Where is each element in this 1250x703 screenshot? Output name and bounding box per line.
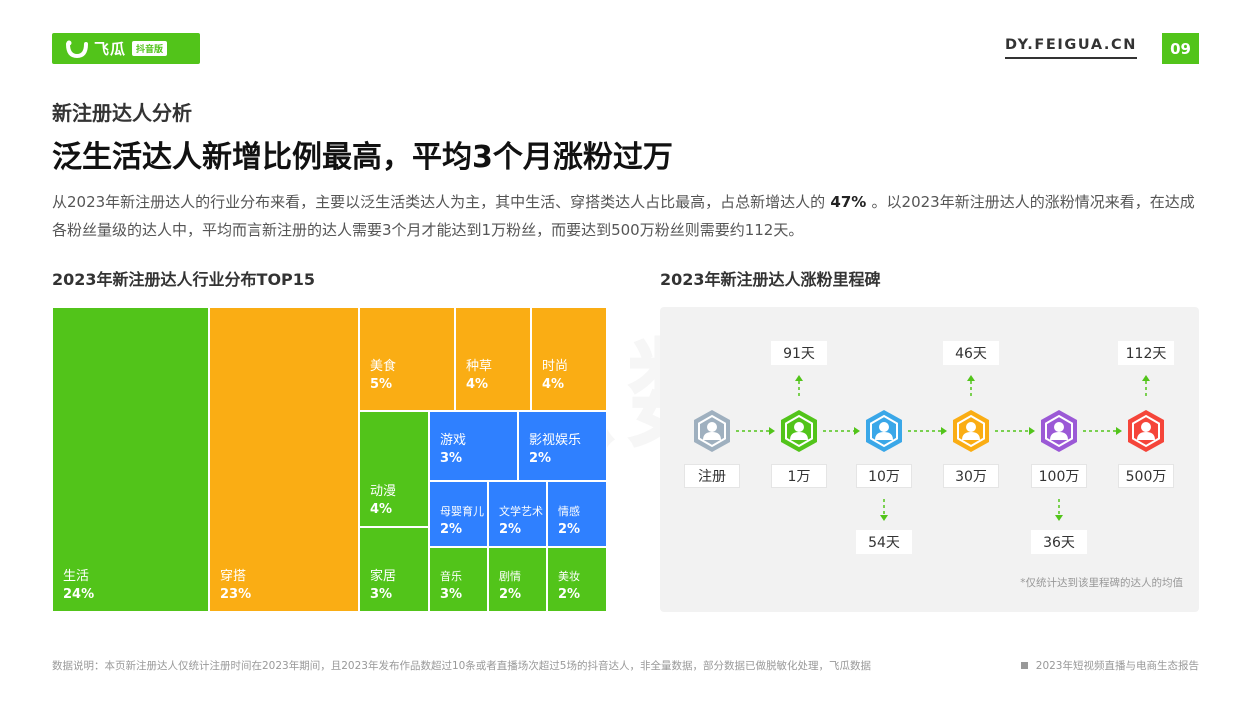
milestone-days-label: 36天 <box>1031 530 1087 554</box>
milestone-stage-label: 30万 <box>943 464 999 488</box>
page-number: 09 <box>1162 33 1199 64</box>
treemap-chart: 生活 24% 穿搭 23% 美食 5% 种草 4% 时尚 4% 动漫 4% 游戏 3% 影视娱乐 2% 母婴育儿… <box>52 307 607 612</box>
treemap-cell-name: 生活 <box>63 569 90 584</box>
arrow-up-icon <box>1142 375 1150 397</box>
treemap-cell-value: 3% <box>440 587 463 602</box>
milestone-node-4 <box>1039 409 1079 453</box>
treemap-cell-value: 2% <box>499 587 522 602</box>
footer-source: 数据说明：本页新注册达人仅统计注册时间在2023年期间，且2023年发布作品数超… <box>52 660 871 672</box>
treemap-cell-name: 文学艺术 <box>499 505 543 518</box>
square-icon <box>1020 662 1028 669</box>
treemap-cell-value: 23% <box>220 587 252 602</box>
milestone-stage-label: 10万 <box>856 464 912 488</box>
milestone-stage-label: 500万 <box>1118 464 1174 488</box>
description-part1: 从2023年新注册达人的行业分布来看，主要以泛生活类达人为主，其中生活、穿搭类达… <box>52 193 826 211</box>
treemap-cell-name: 家居 <box>370 569 397 584</box>
treemap-cell-4: 时尚 4% <box>531 307 607 411</box>
milestone-stage-label: 1万 <box>771 464 827 488</box>
milestone-stage-label: 100万 <box>1031 464 1087 488</box>
arrow-up-icon <box>795 375 803 397</box>
description-part2: 。以2023年新注册达人的涨粉情况来看，在达成各粉丝量级的达人中，平均而言新注册… <box>52 193 1195 239</box>
arrow-right-icon <box>736 427 775 435</box>
description-highlight: 47% <box>825 193 872 211</box>
milestone-days-label: 46天 <box>943 341 999 365</box>
treemap-cell-value: 2% <box>440 522 463 537</box>
treemap-cell-name: 影视娱乐 <box>529 433 582 448</box>
treemap-cell-name: 动漫 <box>370 484 397 499</box>
treemap-cell-6: 游戏 3% <box>429 411 518 481</box>
treemap-cell-1: 穿搭 23% <box>209 307 359 612</box>
logo-text: 飞瓜 <box>94 40 127 58</box>
milestone-note: *仅统计达到该里程碑的达人的均值 <box>1020 577 1183 589</box>
arrow-right-icon <box>908 427 947 435</box>
milestone-days-label: 112天 <box>1118 341 1174 365</box>
arrow-up-icon <box>967 375 975 397</box>
treemap-cell-12: 音乐 3% <box>429 547 488 612</box>
treemap-title: 2023年新注册达人行业分布TOP15 <box>52 270 316 289</box>
arrow-right-icon <box>995 427 1035 435</box>
treemap-cell-0: 生活 24% <box>52 307 209 612</box>
treemap-cell-2: 美食 5% <box>359 307 455 411</box>
arrow-right-icon <box>823 427 860 435</box>
brand-logo: 飞瓜 抖音版 <box>52 33 200 64</box>
treemap-cell-value: 5% <box>370 377 393 392</box>
user-icon <box>1041 410 1077 452</box>
headline: 泛生活达人新增比例最高，平均3个月涨粉过万 <box>52 140 673 175</box>
treemap-cell-7: 影视娱乐 2% <box>518 411 607 481</box>
footer-report: 2023年短视频直播与电商生态报告 <box>1020 658 1199 673</box>
treemap-cell-14: 美妆 2% <box>547 547 607 612</box>
treemap-cell-3: 种草 4% <box>455 307 531 411</box>
treemap-cell-value: 4% <box>370 502 393 517</box>
section-title: 新注册达人分析 <box>52 101 192 125</box>
treemap-cell-name: 种草 <box>466 359 493 374</box>
treemap-cell-name: 剧情 <box>499 570 521 583</box>
treemap-cell-11: 家居 3% <box>359 527 429 612</box>
treemap-cell-8: 母婴育儿 2% <box>429 481 488 547</box>
treemap-cell-name: 音乐 <box>440 570 462 583</box>
user-icon <box>866 410 902 452</box>
treemap-cell-name: 穿搭 <box>220 569 247 584</box>
milestone-days-label: 91天 <box>771 341 827 365</box>
treemap-cell-value: 2% <box>499 522 522 537</box>
arrow-down-icon <box>1055 499 1063 521</box>
treemap-cell-name: 美妆 <box>558 570 580 583</box>
treemap-cell-name: 游戏 <box>440 433 467 448</box>
treemap-cell-value: 3% <box>440 451 463 466</box>
treemap-cell-10: 情感 2% <box>547 481 607 547</box>
treemap-cell-value: 24% <box>63 587 95 602</box>
site-url[interactable]: DY.FEIGUA.CN <box>1005 37 1137 59</box>
treemap-cell-name: 美食 <box>370 359 397 374</box>
user-icon <box>1128 410 1164 452</box>
treemap-cell-9: 文学艺术 2% <box>488 481 547 547</box>
treemap-cell-value: 2% <box>529 451 552 466</box>
treemap-cell-value: 2% <box>558 587 581 602</box>
user-icon <box>953 410 989 452</box>
treemap-cell-5: 动漫 4% <box>359 411 429 527</box>
logo-badge: 抖音版 <box>132 41 168 56</box>
treemap-cell-name: 母婴育儿 <box>440 505 484 518</box>
milestone-node-5 <box>1126 409 1166 453</box>
arrow-down-icon <box>880 499 888 521</box>
treemap-cell-value: 2% <box>558 522 581 537</box>
user-icon <box>694 410 730 452</box>
milestone-node-2 <box>864 409 904 453</box>
treemap-cell-value: 4% <box>542 377 565 392</box>
treemap-cell-value: 3% <box>370 587 393 602</box>
treemap-cell-name: 情感 <box>558 505 580 518</box>
feigua-logo-icon <box>66 40 88 58</box>
milestone-stage-label: 注册 <box>684 464 740 488</box>
milestone-node-1 <box>779 409 819 453</box>
treemap-cell-13: 剧情 2% <box>488 547 547 612</box>
user-icon <box>781 410 817 452</box>
milestone-node-0 <box>692 409 732 453</box>
milestone-node-3 <box>951 409 991 453</box>
milestone-days-label: 54天 <box>856 530 912 554</box>
treemap-cell-name: 时尚 <box>542 359 569 374</box>
description: 从2023年新注册达人的行业分布来看，主要以泛生活类达人为主，其中生活、穿搭类达… <box>52 188 1200 244</box>
milestone-panel: *仅统计达到该里程碑的达人的均值 注册 1万 91天 10万 54天 30万 46天 100万… <box>660 307 1199 612</box>
footer-report-label: 2023年短视频直播与电商生态报告 <box>1035 660 1199 672</box>
arrow-right-icon <box>1083 427 1122 435</box>
milestone-title: 2023年新注册达人涨粉里程碑 <box>660 270 881 289</box>
treemap-cell-value: 4% <box>466 377 489 392</box>
